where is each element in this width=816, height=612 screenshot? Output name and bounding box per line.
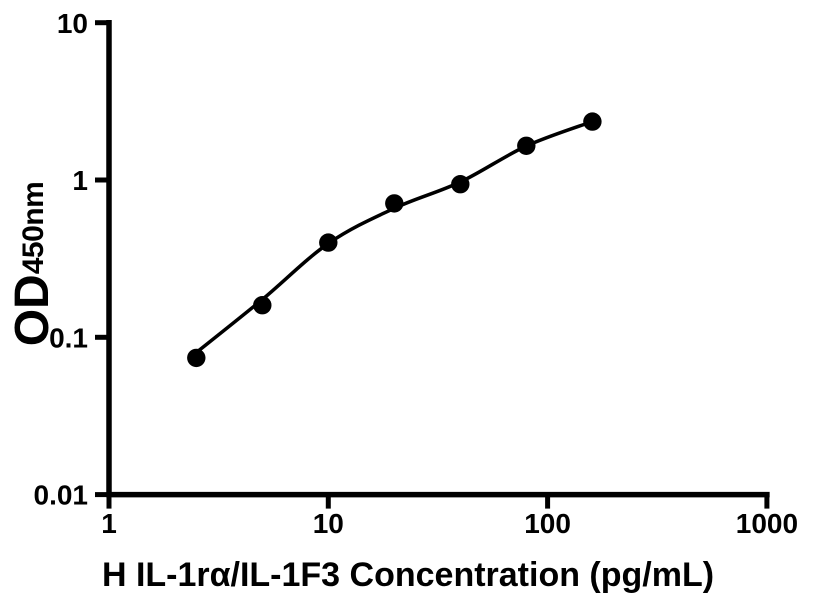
x-tick-label-100: 100 <box>524 508 571 539</box>
x-axis-title: H IL-1rα/IL-1F3 Concentration (pg/mL) <box>101 556 715 594</box>
y-axis-title: OD 450nm <box>6 181 59 347</box>
standard-curve-data-points <box>187 112 602 368</box>
y-axis-title-subscript: 450nm <box>17 181 50 275</box>
x-tick-label-10: 10 <box>313 508 344 539</box>
data-point-marker <box>187 348 206 368</box>
y-axis-title-main: OD <box>6 274 59 347</box>
y-tick-label-0.1: 0.1 <box>49 322 88 353</box>
standard-curve-fit-line <box>194 119 595 355</box>
data-point-marker <box>319 233 338 252</box>
y-tick-label-10: 10 <box>57 8 88 39</box>
x-axis-tick-marks <box>106 494 770 509</box>
data-point-marker <box>385 194 404 213</box>
y-tick-label-0.01: 0.01 <box>34 480 89 511</box>
y-tick-label-1: 1 <box>72 165 88 196</box>
x-tick-label-1: 1 <box>101 508 117 539</box>
data-point-marker <box>253 296 272 315</box>
data-point-marker <box>517 136 536 155</box>
axis-spine <box>106 19 770 498</box>
y-axis-tick-labels: 0.01 0.1 1 10 <box>34 8 89 511</box>
data-point-marker <box>451 175 470 194</box>
x-axis-tick-labels: 1 10 100 1000 <box>101 508 798 539</box>
data-point-marker <box>583 112 602 131</box>
x-tick-label-1000: 1000 <box>736 508 798 539</box>
